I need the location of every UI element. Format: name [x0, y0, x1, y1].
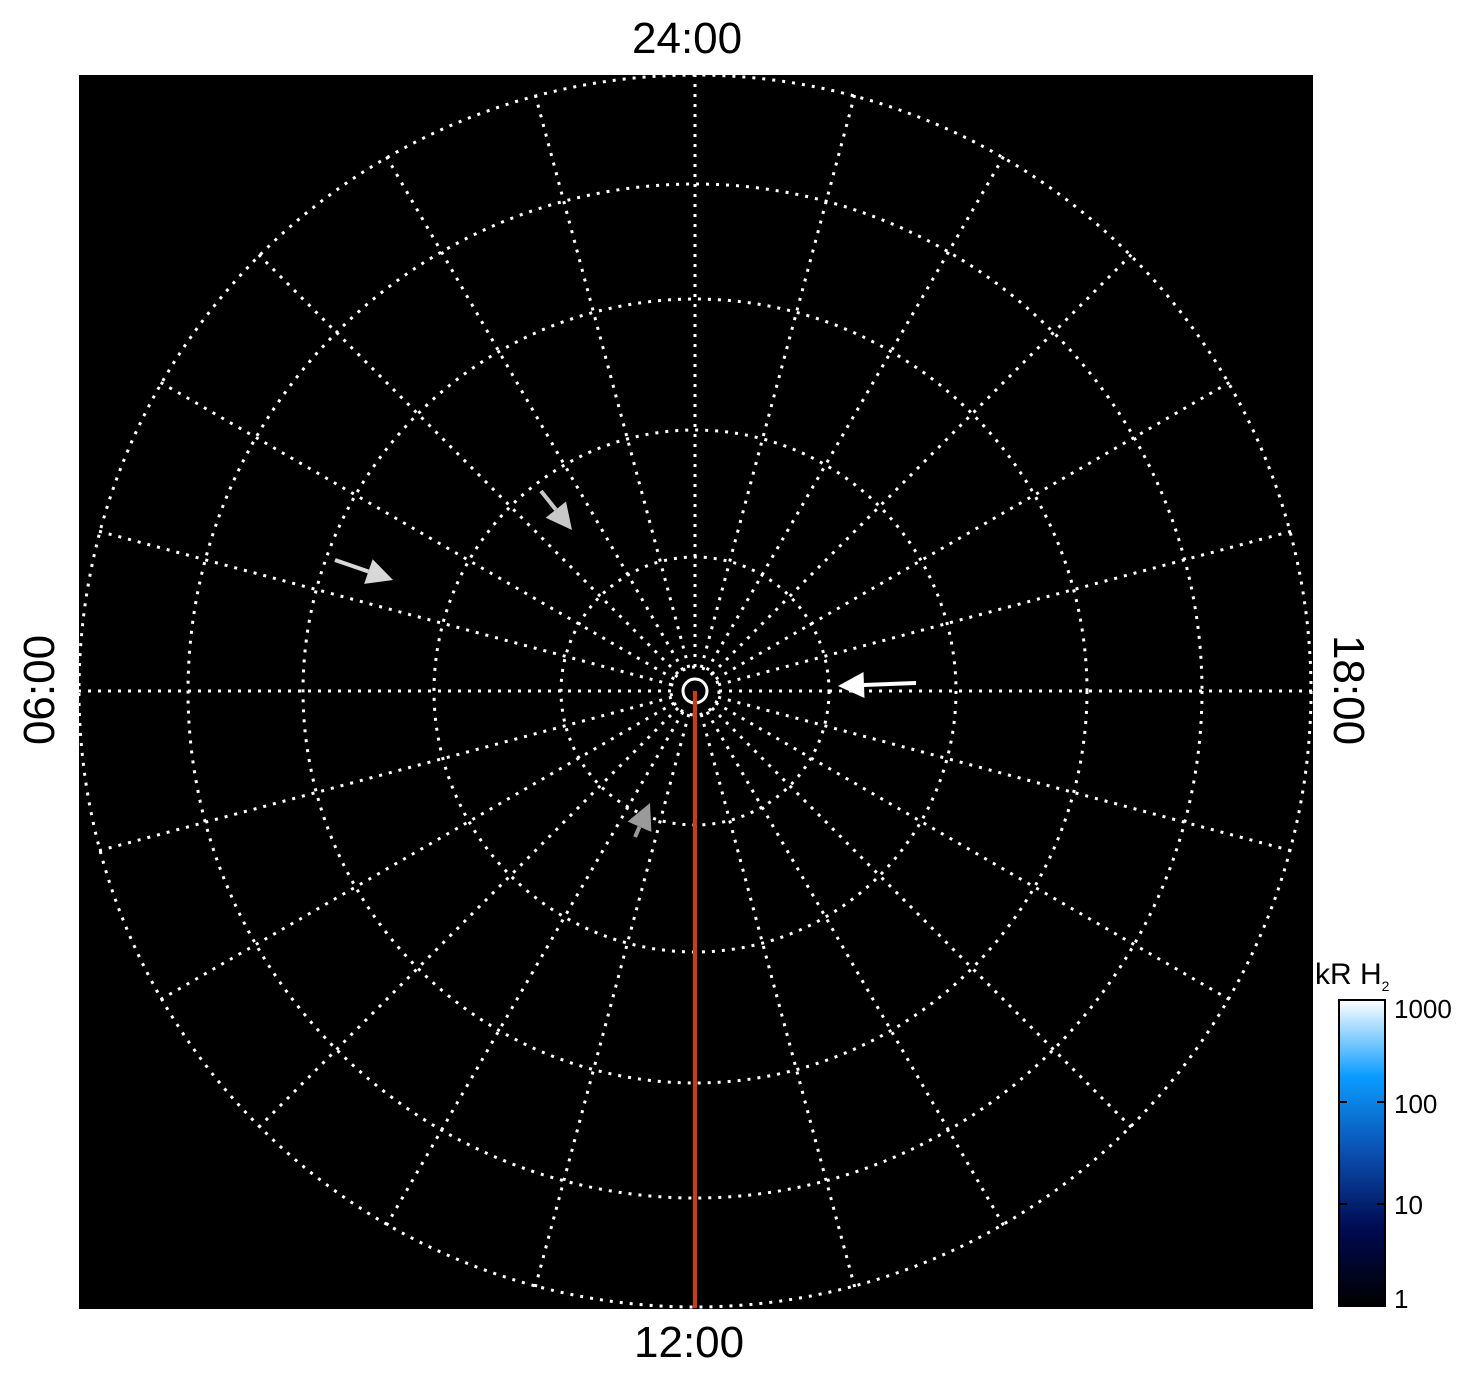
colorbar-title-subscript: 2: [1381, 978, 1390, 994]
colorbar-title-text: kR H: [1315, 958, 1382, 991]
latitude-ring: [301, 297, 1089, 1085]
arrow-head: [545, 501, 572, 530]
colorbar-tick-10: 10: [1394, 1190, 1423, 1220]
colorbar-tick-1000: 1000: [1394, 994, 1452, 1024]
label-06h: 06:00: [15, 634, 64, 746]
label-18h: 18:00: [1324, 634, 1373, 746]
arrow-head: [627, 803, 652, 833]
label-24h: 24:00: [632, 14, 743, 63]
arrow-shaft: [334, 558, 370, 574]
colorbar-tick-1: 1: [1394, 1284, 1409, 1314]
arrow-shaft: [863, 681, 917, 687]
colorbar-tick-100: 100: [1394, 1089, 1438, 1119]
arrow-head: [364, 559, 393, 584]
colorbar-title: kR H2: [1315, 958, 1389, 994]
latitude-ring: [432, 428, 958, 954]
arrow-shaft: [633, 825, 642, 838]
colorbar: [1338, 999, 1386, 1307]
arrow-shaft: [539, 489, 558, 511]
label-12h: 12:00: [634, 1318, 745, 1367]
arrow-head: [838, 672, 865, 698]
